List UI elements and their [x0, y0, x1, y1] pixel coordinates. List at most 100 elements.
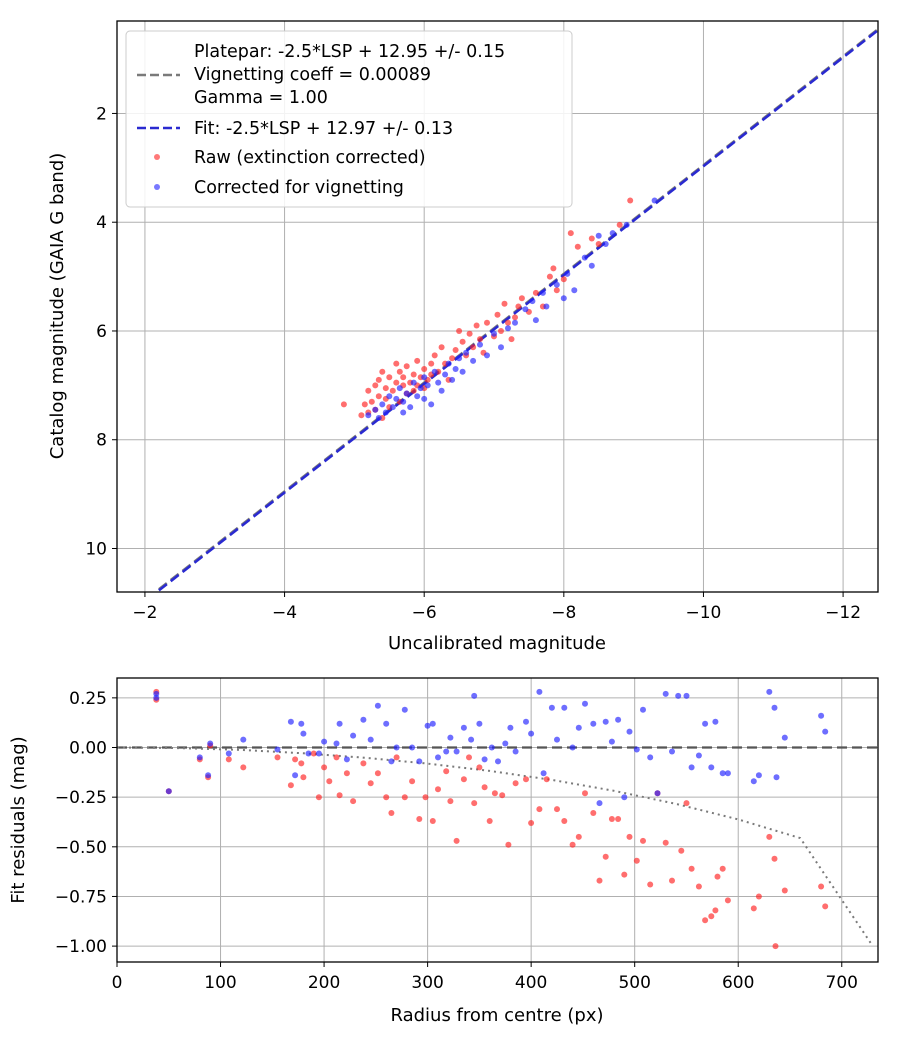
legend-platepar-line1: Platepar: -2.5*LSP + 12.95 +/- 0.15	[194, 42, 505, 62]
top-raw-point	[358, 412, 365, 419]
bottom-corrected-point	[536, 688, 543, 695]
top-y-axis-label: Catalog magnitude (GAIA G band)	[47, 153, 68, 460]
bottom-x-axis-label: Radius from centre (px)	[390, 1005, 603, 1026]
bottom-raw-point	[582, 790, 588, 797]
top-corrected-point	[445, 360, 452, 367]
bottom-raw-point	[528, 820, 535, 826]
top-corrected-point	[560, 295, 567, 302]
bottom-corrected-point	[561, 704, 568, 711]
bottom-raw-point	[240, 764, 247, 771]
bottom-corrected-point	[626, 728, 633, 735]
top-raw-point	[553, 287, 560, 294]
bottom-corrected-point	[409, 744, 416, 751]
top-raw-point	[473, 322, 480, 329]
bottom-raw-point	[596, 877, 603, 884]
bottom-raw-point	[772, 943, 779, 950]
top-corrected-points	[365, 197, 658, 421]
bottom-raw-point	[575, 833, 582, 840]
bottom-grid	[116, 678, 878, 962]
bottom-raw-point	[626, 833, 633, 840]
top-raw-point	[410, 387, 417, 394]
top-corrected-point	[410, 379, 417, 386]
bottom-corrected-point	[528, 730, 535, 737]
bottom-corrected-point	[719, 770, 726, 777]
top-corrected-point	[651, 197, 658, 204]
bottom-corrected-point	[724, 770, 731, 777]
bottom-raw-point	[360, 760, 367, 767]
bottom-corrected-point	[435, 754, 441, 761]
top-corrected-point	[431, 368, 438, 375]
top-raw-point	[508, 336, 515, 343]
top-x-axis-label: Uncalibrated magnitude	[388, 633, 606, 654]
bottom-corrected-point	[287, 718, 294, 725]
bottom-corrected-point	[333, 740, 340, 747]
bottom-corrected-point	[153, 694, 160, 701]
bottom-corrected-point	[343, 756, 350, 763]
bottom-raw-point	[343, 770, 350, 777]
bottom-plot-frame	[116, 677, 879, 963]
bottom-corrected-point	[350, 732, 357, 739]
bottom-corrected-point	[822, 728, 829, 735]
bottom-corrected-point	[196, 754, 203, 761]
bottom-raw-point	[491, 790, 498, 797]
bottom-raw-point	[688, 865, 695, 872]
bottom-raw-point	[708, 913, 715, 920]
bottom-corrected-point	[683, 692, 690, 699]
bottom-corrected-point	[554, 736, 560, 743]
top-corrected-point	[623, 221, 630, 228]
top-raw-point	[546, 273, 553, 280]
bottom-corrected-point	[205, 772, 212, 779]
bottom-corrected-point	[523, 718, 529, 725]
bottom-raw-point	[333, 754, 340, 761]
bottom-raw-point	[640, 837, 646, 844]
top-raw-point	[518, 295, 525, 302]
bottom-corrected-point	[305, 750, 312, 757]
bottom-raw-point	[724, 897, 731, 904]
top-raw-point	[456, 328, 463, 334]
bottom-raw-point	[350, 798, 357, 805]
top-y-ticks: 2 4 6 8 10	[85, 104, 117, 559]
top-x-ticks: −2 −4 −6 −8 −10 −12	[132, 592, 861, 623]
bottom-raw-point	[822, 903, 829, 910]
top-corrected-point	[595, 232, 602, 239]
top-x-tick-label: −12	[825, 603, 861, 623]
top-corrected-point	[543, 303, 550, 310]
bottom-raw-point	[409, 778, 416, 785]
bottom-x-ticks: 0 100 200 300 400 500 600 700	[112, 962, 858, 993]
bottom-corrected-point	[321, 738, 328, 745]
top-raw-point	[466, 330, 473, 337]
top-corrected-point	[449, 376, 456, 383]
legend-platepar-line2: Vignetting coeff = 0.00089	[194, 65, 431, 85]
bottom-x-tick-label: 200	[308, 973, 340, 993]
top-raw-point	[494, 311, 501, 318]
top-corrected-point	[396, 385, 403, 392]
bottom-corrected-point	[654, 790, 661, 797]
top-raw-point	[382, 385, 389, 392]
bottom-raw-point	[543, 776, 550, 783]
bottom-raw-point	[460, 776, 467, 783]
top-raw-point	[560, 276, 567, 283]
bottom-corrected-point	[750, 778, 757, 785]
top-raw-point	[477, 336, 483, 343]
top-raw-point	[375, 393, 382, 400]
bottom-raw-point	[225, 756, 232, 763]
bottom-corrected-point	[712, 718, 719, 725]
bottom-raw-point	[466, 754, 472, 761]
bottom-raw-point	[781, 887, 788, 894]
bottom-corrected-point	[695, 752, 702, 759]
bottom-raw-point	[602, 853, 609, 860]
bottom-corrected-point	[675, 692, 682, 699]
top-raw-point	[484, 319, 490, 326]
top-raw-point	[532, 289, 539, 296]
bottom-corrected-point	[602, 718, 609, 725]
bottom-corrected-point	[393, 744, 400, 751]
top-corrected-point	[403, 390, 410, 397]
bottom-corrected-point	[615, 716, 622, 723]
top-raw-point	[393, 360, 400, 367]
bottom-raw-point	[447, 798, 454, 805]
bottom-corrected-point	[367, 736, 374, 743]
bottom-raw-point	[647, 881, 654, 888]
top-corrected-point	[529, 298, 536, 305]
bottom-raw-point	[326, 778, 333, 785]
